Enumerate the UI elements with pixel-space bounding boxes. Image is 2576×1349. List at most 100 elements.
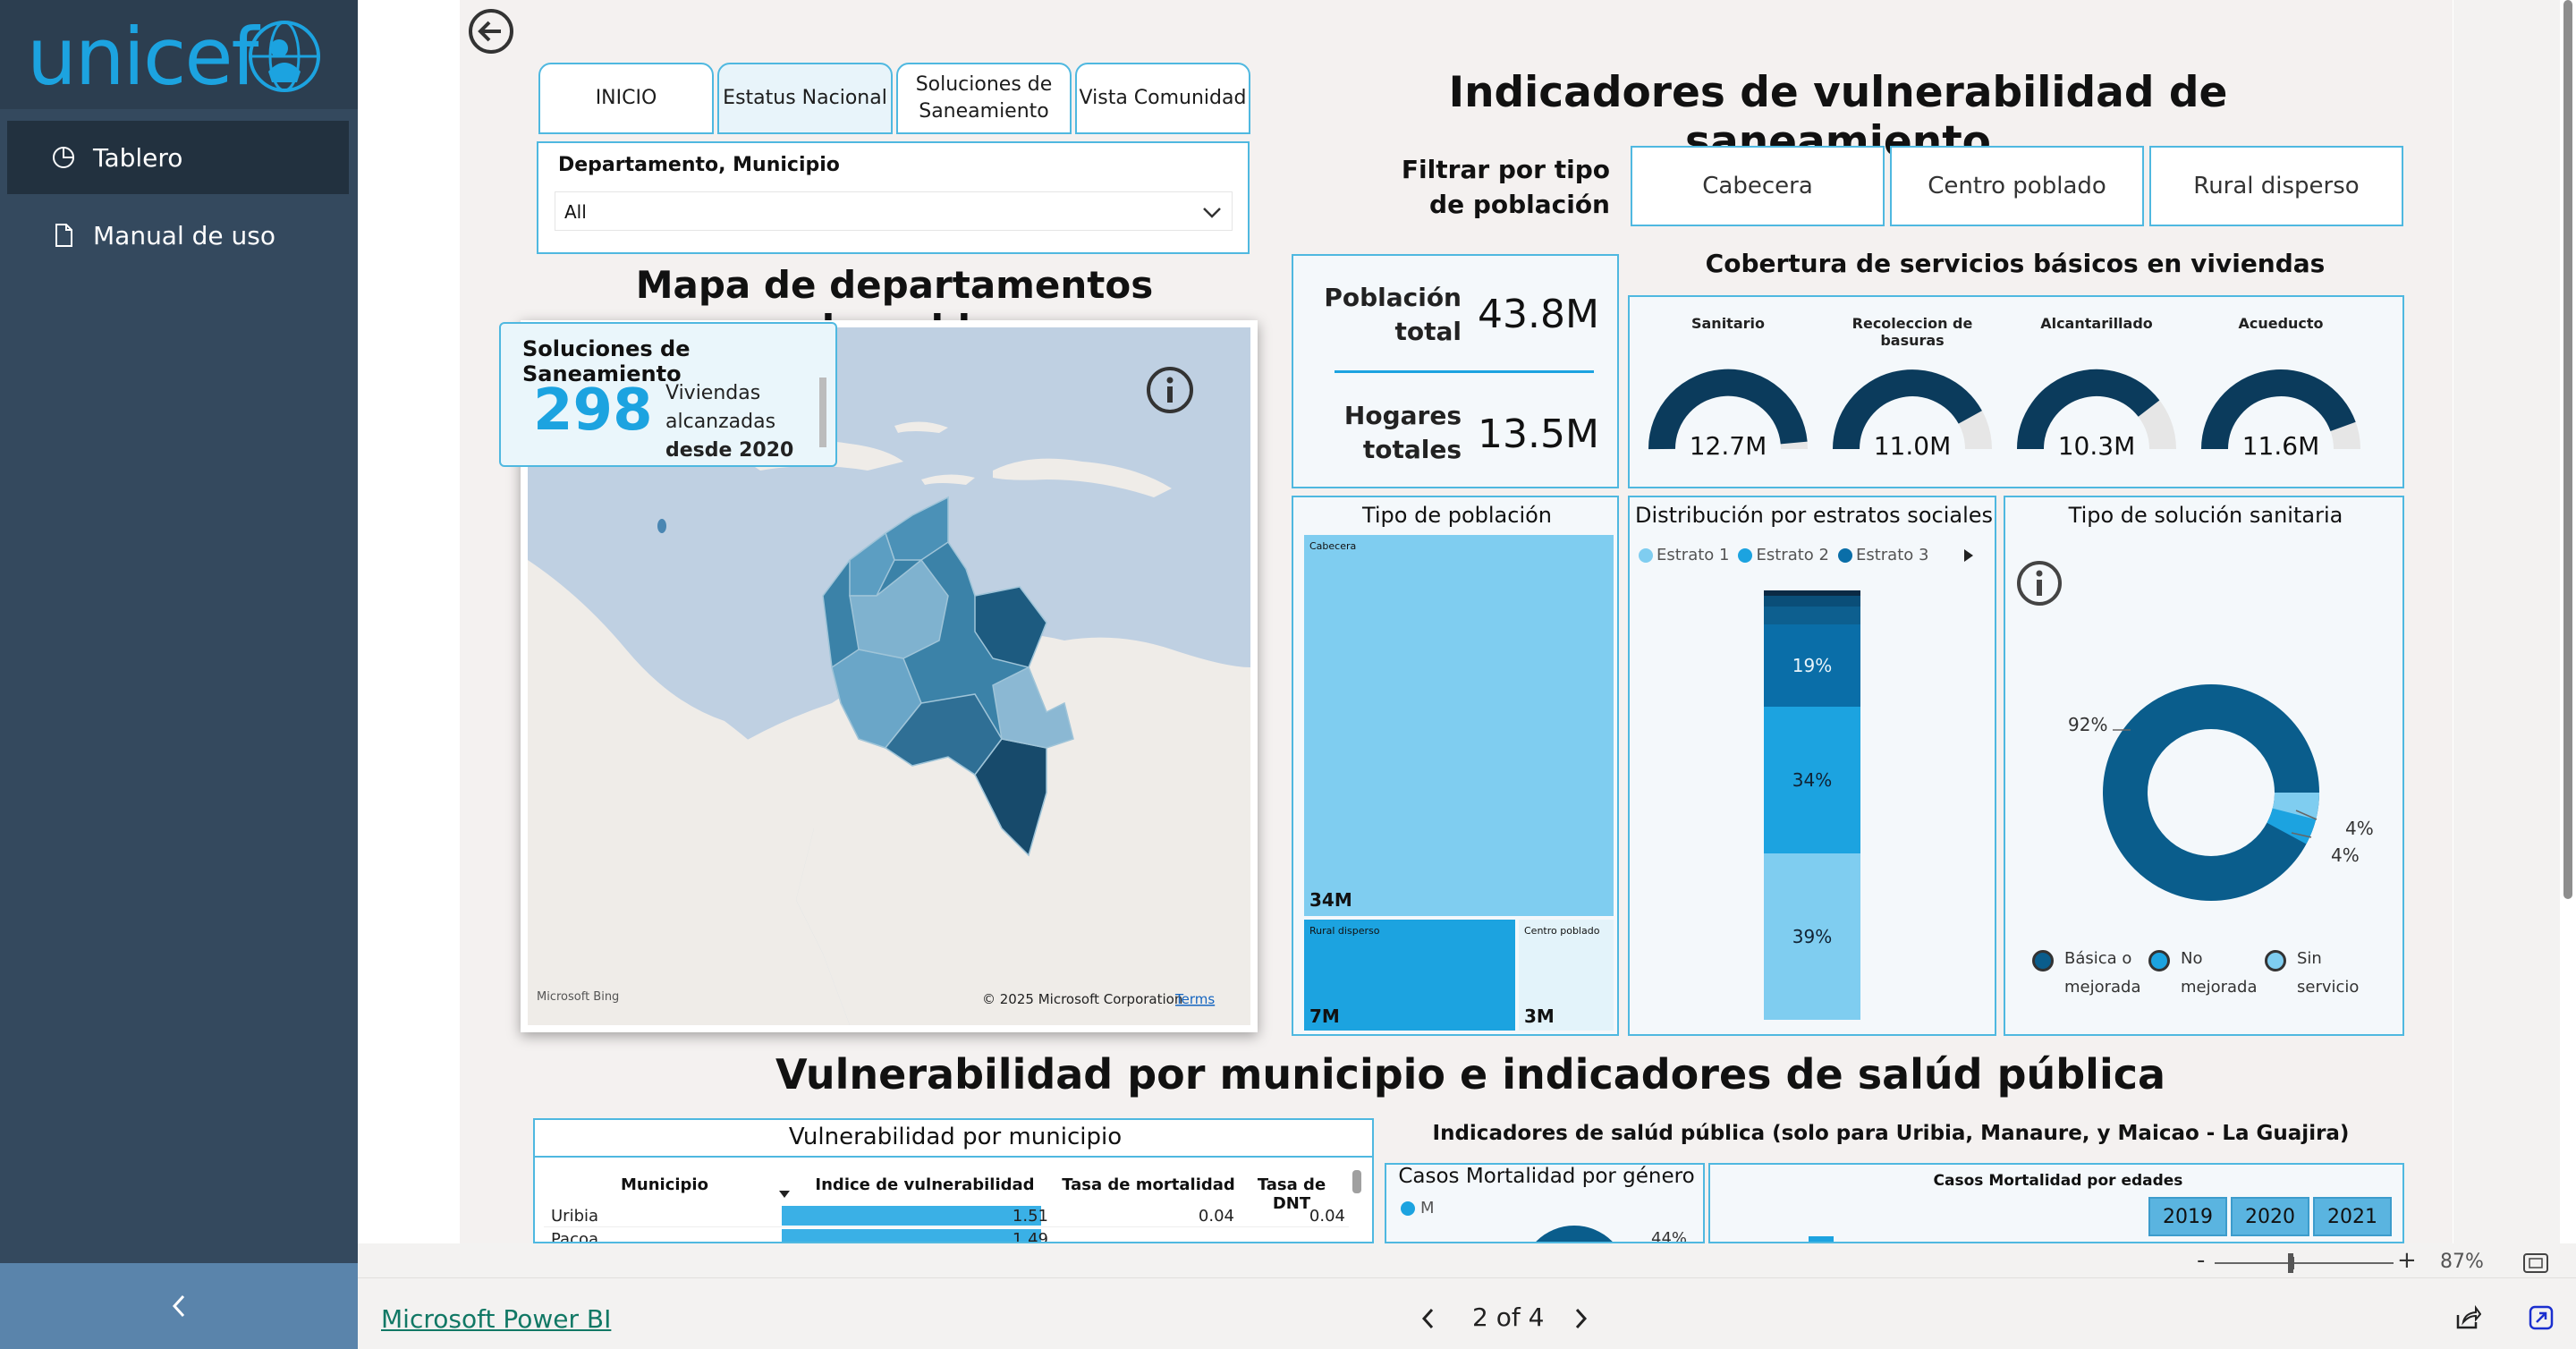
expand-icon[interactable]	[2528, 1304, 2555, 1331]
scrollbar-thumb[interactable]	[2563, 0, 2572, 899]
filter-cabecera-button[interactable]: Cabecera	[1631, 146, 1885, 226]
prev-page-icon[interactable]	[1419, 1306, 1438, 1331]
sidebar-item-tablero[interactable]: Tablero	[7, 121, 349, 194]
saneamiento-card: Soluciones de Saneamiento 298 Viviendas …	[499, 322, 837, 467]
solucion-info-icon[interactable]	[2014, 558, 2064, 608]
slicer-dropdown[interactable]: All	[555, 191, 1233, 231]
edades-bar[interactable]	[1809, 1236, 1834, 1242]
gauge-3[interactable]: Acueducto 11.6M	[2191, 315, 2370, 476]
treemap-cabecera-label: Cabecera	[1309, 540, 1357, 552]
filter-centro-poblado-button[interactable]: Centro poblado	[1890, 146, 2144, 226]
slicer-label: Departamento, Municipio	[558, 154, 840, 176]
tab-estatus-nacional[interactable]: Estatus Nacional	[717, 63, 893, 134]
table-cell: Pacoa	[551, 1230, 599, 1243]
header-municipio[interactable]: Municipio	[621, 1175, 708, 1194]
card-text-2: alcanzadas	[665, 410, 776, 433]
dashboard-icon	[53, 147, 74, 168]
poblacion-label: Población total	[1324, 283, 1462, 346]
hogares-label: Hogares totales	[1343, 401, 1462, 464]
kpi-divider	[1335, 370, 1594, 373]
tab-vista-comunidad[interactable]: Vista Comunidad	[1075, 63, 1250, 134]
share-icon[interactable]	[2454, 1304, 2481, 1331]
solucion-donut[interactable]	[2077, 658, 2345, 927]
coverage-title: Cobertura de servicios básicos en vivien…	[1705, 249, 2326, 278]
treemap-rural[interactable]: Rural disperso 7M	[1304, 920, 1515, 1031]
tab-inicio[interactable]: INICIO	[538, 63, 714, 134]
legend-line-2: mejorada	[2064, 977, 2141, 997]
header-mortalidad[interactable]: Tasa de mortalidad	[1062, 1175, 1235, 1194]
card-scrollbar[interactable]	[819, 378, 826, 447]
back-arrow-icon[interactable]	[467, 7, 515, 55]
map-copyright: © 2025 Microsoft Corporation	[982, 991, 1182, 1007]
legend-line-1: Básica o	[2064, 949, 2132, 968]
treemap-centro[interactable]: Centro poblado 3M	[1519, 920, 1614, 1031]
colombia-map[interactable]: Microsoft Bing © 2025 Microsoft Corporat…	[528, 327, 1250, 1025]
fit-to-page-icon[interactable]	[2522, 1252, 2549, 1274]
gauge-value: 10.3M	[2057, 431, 2136, 461]
bing-label: Microsoft Bing	[537, 990, 619, 1004]
solucion-legend-item: Básica o mejorada	[2032, 945, 2148, 1001]
map-terms-link[interactable]: Terms	[1174, 991, 1215, 1007]
table-body: Municipio Indice de vulnerabilidad Tasa …	[544, 1168, 1367, 1243]
gauge-value: 12.7M	[1689, 431, 1767, 461]
estrato-segment-top2[interactable]	[1764, 596, 1860, 607]
estrato-segment-19[interactable]: 19%	[1764, 624, 1860, 707]
table-title: Vulnerabilidad por municipio	[535, 1124, 1372, 1158]
chevron-down-icon	[1203, 208, 1221, 218]
legend-dot	[2148, 950, 2170, 971]
sidebar-item-manual[interactable]: Manual de uso	[7, 199, 349, 272]
tipo-poblacion-panel: Tipo de población Cabecera 34M Rural dis…	[1292, 496, 1619, 1036]
table-row[interactable]: Uribia 1.51 0.04 0.04	[544, 1204, 1349, 1227]
gauge-label: Sanitario	[1690, 315, 1765, 332]
vulnerability-bar	[782, 1206, 1041, 1226]
treemap-centro-value: 3M	[1524, 1005, 1555, 1027]
table-scrollbar[interactable]	[1352, 1170, 1361, 1193]
sidebar-collapse-button[interactable]	[0, 1263, 358, 1349]
zoom-slider-track[interactable]	[2215, 1262, 2394, 1264]
table-row[interactable]: Pacoa 1.49	[544, 1227, 1349, 1243]
gauge-label: Alcantarillado	[2040, 315, 2153, 332]
info-icon[interactable]	[1145, 365, 1195, 415]
header-indice[interactable]: Indice de vulnerabilidad	[815, 1175, 1035, 1194]
vulnerability-bar	[782, 1229, 1041, 1242]
treemap-cabecera[interactable]: Cabecera 34M	[1304, 535, 1614, 916]
next-page-icon[interactable]	[1571, 1306, 1590, 1331]
year-2021-button[interactable]: 2021	[2313, 1197, 2392, 1236]
estrato-segment-39[interactable]: 39%	[1764, 853, 1860, 1020]
estrato-segment-top1[interactable]	[1764, 590, 1860, 596]
gauge-0[interactable]: Sanitario 12.7M	[1639, 315, 1818, 476]
power-bi-link[interactable]: Microsoft Power BI	[381, 1304, 612, 1334]
card-text: Viviendas alcanzadas desde 2020	[665, 379, 793, 465]
tab-soluciones-saneamiento[interactable]: Soluciones de Saneamiento	[896, 63, 1072, 134]
gauge-1[interactable]: Recoleccion de basuras 11.0M	[1823, 315, 2002, 476]
gauge-label: Acueducto	[2238, 315, 2324, 332]
gauge-arc	[1648, 369, 1808, 450]
solucion-label-4b: 4%	[2331, 844, 2360, 866]
header-dnt[interactable]: Tasa de DNT	[1257, 1175, 1326, 1213]
zoom-slider-thumb[interactable]	[2288, 1253, 2293, 1273]
gauge-2[interactable]: Alcantarillado 10.3M	[2007, 315, 2186, 476]
genero-legend: M	[1401, 1199, 1435, 1217]
zoom-out-button[interactable]: -	[2197, 1247, 2206, 1274]
poblacion-value: 43.8M	[1478, 292, 1599, 337]
card-text-1: Viviendas	[665, 382, 761, 404]
legend-m: M	[1420, 1199, 1435, 1217]
year-2019-button[interactable]: 2019	[2148, 1197, 2227, 1236]
genero-donut[interactable]	[1521, 1226, 1628, 1242]
card-title: Soluciones de Saneamiento	[522, 336, 691, 386]
gauge-fill	[2017, 369, 2160, 450]
sort-down-icon[interactable]	[778, 1190, 791, 1199]
year-2020-button[interactable]: 2020	[2231, 1197, 2309, 1236]
legend-line-2: servicio	[2297, 977, 2360, 997]
filter-rural-disperso-button[interactable]: Rural disperso	[2149, 146, 2403, 226]
solucion-label-4a: 4%	[2345, 818, 2374, 839]
gauge-fill	[1833, 369, 1982, 450]
estrato-segment-34[interactable]: 34%	[1764, 707, 1860, 853]
legend-dot-estrato1	[1639, 547, 1653, 563]
legend-dot-estrato3	[1837, 547, 1852, 563]
solucion-legend-item: No mejorada	[2148, 945, 2265, 1001]
legend-next-icon[interactable]	[1962, 547, 1975, 564]
legend-line-2: mejorada	[2181, 977, 2258, 997]
estrato-segment-top3[interactable]	[1764, 607, 1860, 624]
zoom-in-button[interactable]: +	[2397, 1247, 2417, 1274]
